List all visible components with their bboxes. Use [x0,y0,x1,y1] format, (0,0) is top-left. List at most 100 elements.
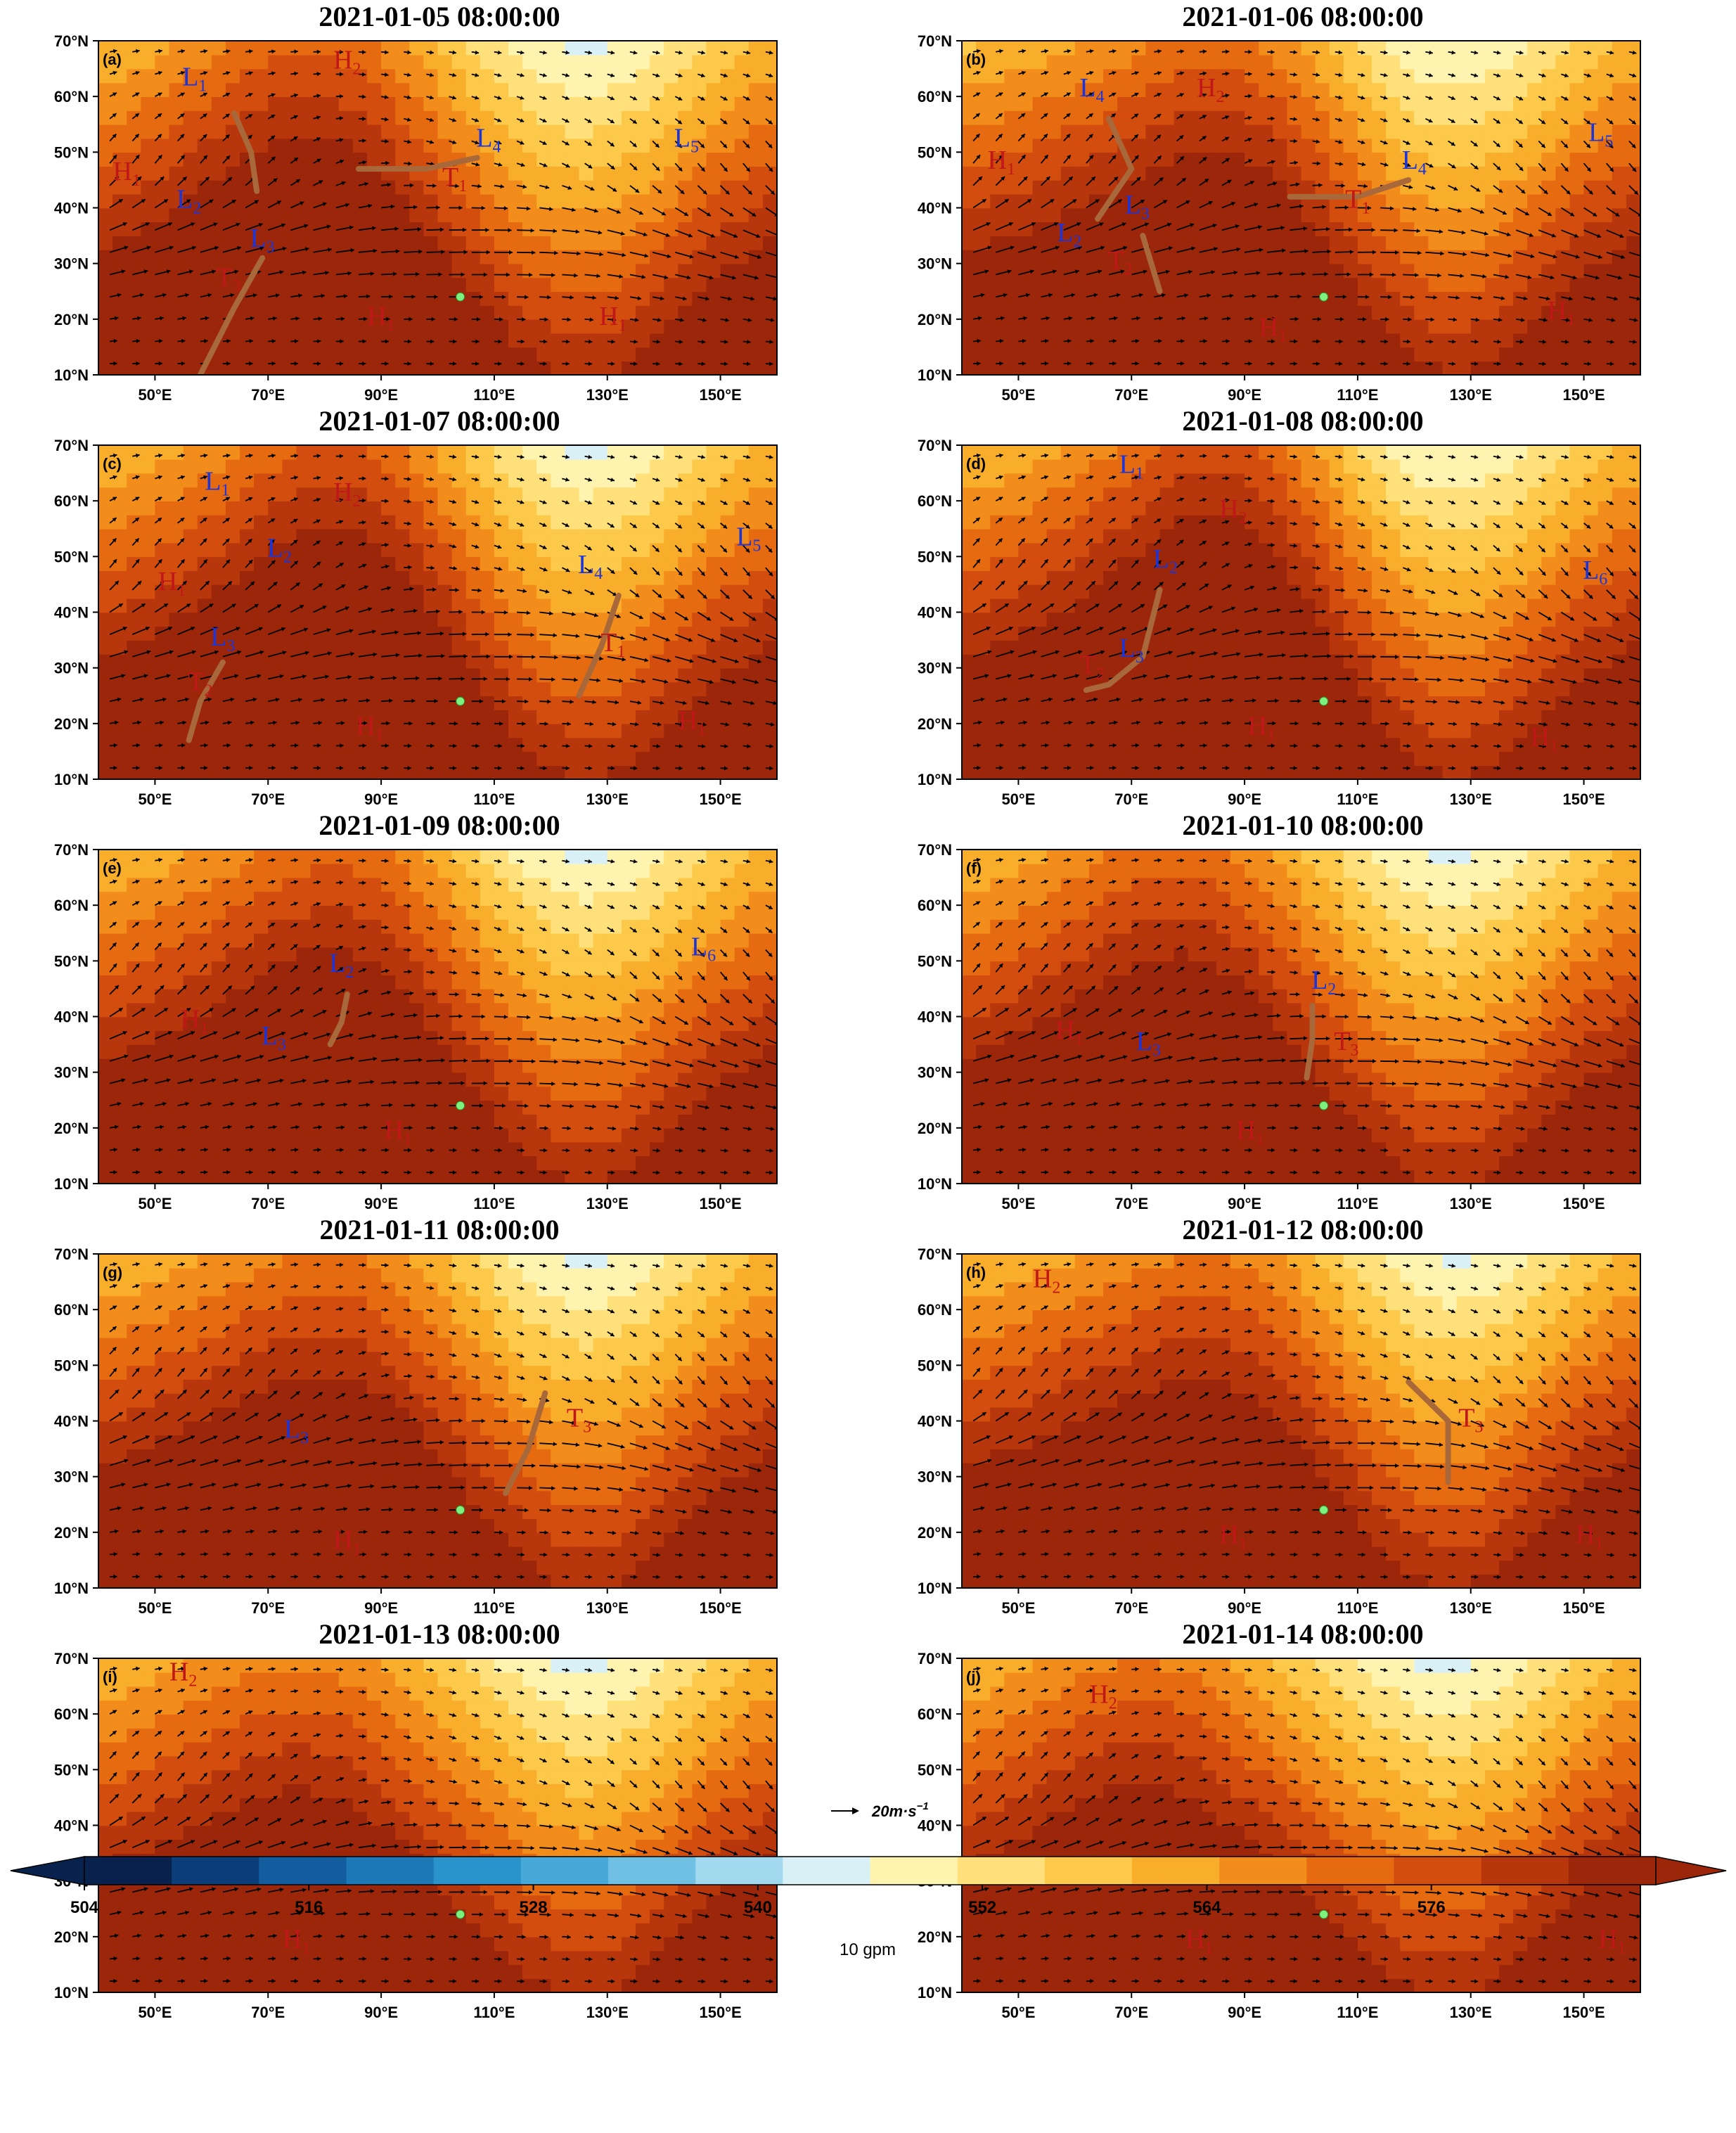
wind-arrowhead [706,212,711,217]
field-cell [1259,249,1274,264]
field-cell [1060,124,1076,139]
wind-arrowhead [135,92,140,97]
wind-arrowhead [191,245,196,250]
field-cell [367,291,382,306]
field-cell [225,696,240,710]
field-cell [1259,82,1274,97]
field-cell [437,737,453,752]
wind-arrowhead [143,269,148,274]
field-cell [197,584,212,599]
field-cell [1555,249,1571,264]
wind-arrowhead [226,92,230,97]
wind-arrowhead [294,71,298,76]
field-cell [1442,236,1458,250]
wind-arrowhead [1339,339,1343,344]
field-cell [1315,179,1330,195]
wind-arrowhead [633,166,638,170]
wind-arrowhead [1541,167,1546,172]
field-cell [1159,319,1175,334]
field-cell [112,361,127,375]
field-cell [579,249,594,264]
field-cell [183,207,198,223]
field-cell [734,54,750,70]
field-cell [395,277,411,293]
wind-arrowhead [1564,143,1568,148]
wind-arrowhead [234,269,238,274]
field-cell [1188,361,1203,375]
field-cell [127,41,142,56]
field-cell [1372,361,1387,375]
field-cell [1046,193,1062,209]
wind-arrowhead [655,50,660,55]
field-cell [268,166,283,181]
field-cell [1484,82,1500,97]
field-cell [1343,277,1358,293]
field-cell [508,249,523,264]
field-cell [225,68,240,84]
field-cell [1216,333,1231,348]
field-cell [636,291,650,306]
wind-arrowhead [497,140,502,145]
field-cell [465,263,481,278]
field-cell [409,347,425,361]
field-cell [664,710,679,724]
field-cell [296,584,311,599]
field-cell [1018,291,1034,306]
field-cell [536,570,552,585]
field-cell [990,82,1005,97]
field-cell [296,640,311,655]
field-cell [1499,207,1514,223]
field-cell [127,681,142,697]
field-cell [536,640,552,655]
field-cell [508,319,523,334]
wind-arrowhead [1271,138,1275,143]
field-cell [1470,138,1486,153]
field-cell [437,347,453,361]
field-cell [678,667,693,683]
field-cell [762,598,777,613]
field-cell [1245,361,1259,375]
field-cell [1428,277,1444,293]
wind-arrowhead [731,275,736,280]
field-cell [678,305,693,320]
field-cell [734,584,750,599]
field-cell [98,82,113,97]
field-cell [197,305,212,320]
field-cell [1555,222,1571,236]
wind-arrowhead [316,158,321,163]
field-cell [607,570,622,585]
field-cell [621,305,636,320]
field-cell [1230,207,1245,223]
field-cell [112,556,127,571]
field-cell [621,277,636,293]
wind-arrowhead [1429,50,1433,55]
field-cell [522,333,537,348]
wind-arrowhead [225,114,230,118]
wind-arrowhead [160,316,164,321]
field-cell [748,667,764,683]
field-cell [1103,152,1118,167]
wind-arrowhead [656,361,660,366]
wind-arrowhead [611,339,615,344]
field-cell [1131,54,1147,70]
field-cell [1018,249,1034,264]
field-cell [395,82,411,97]
field-cell [112,207,127,223]
field-cell [1428,166,1444,181]
field-cell [1513,319,1528,334]
field-cell [367,612,382,627]
field-cell [98,305,113,320]
wind-arrowhead [544,317,548,322]
field-cell [1470,347,1486,361]
wind-arrowhead [596,274,600,278]
field-cell [1527,138,1543,153]
wind-arrowhead [682,296,687,301]
wind-arrowhead [1031,222,1036,226]
field-cell [706,681,721,697]
field-cell [183,681,198,697]
field-cell [1004,305,1020,320]
field-cell [155,41,170,56]
field-cell [706,570,721,585]
field-cell [1612,305,1627,320]
wind-arrowhead [362,72,366,77]
